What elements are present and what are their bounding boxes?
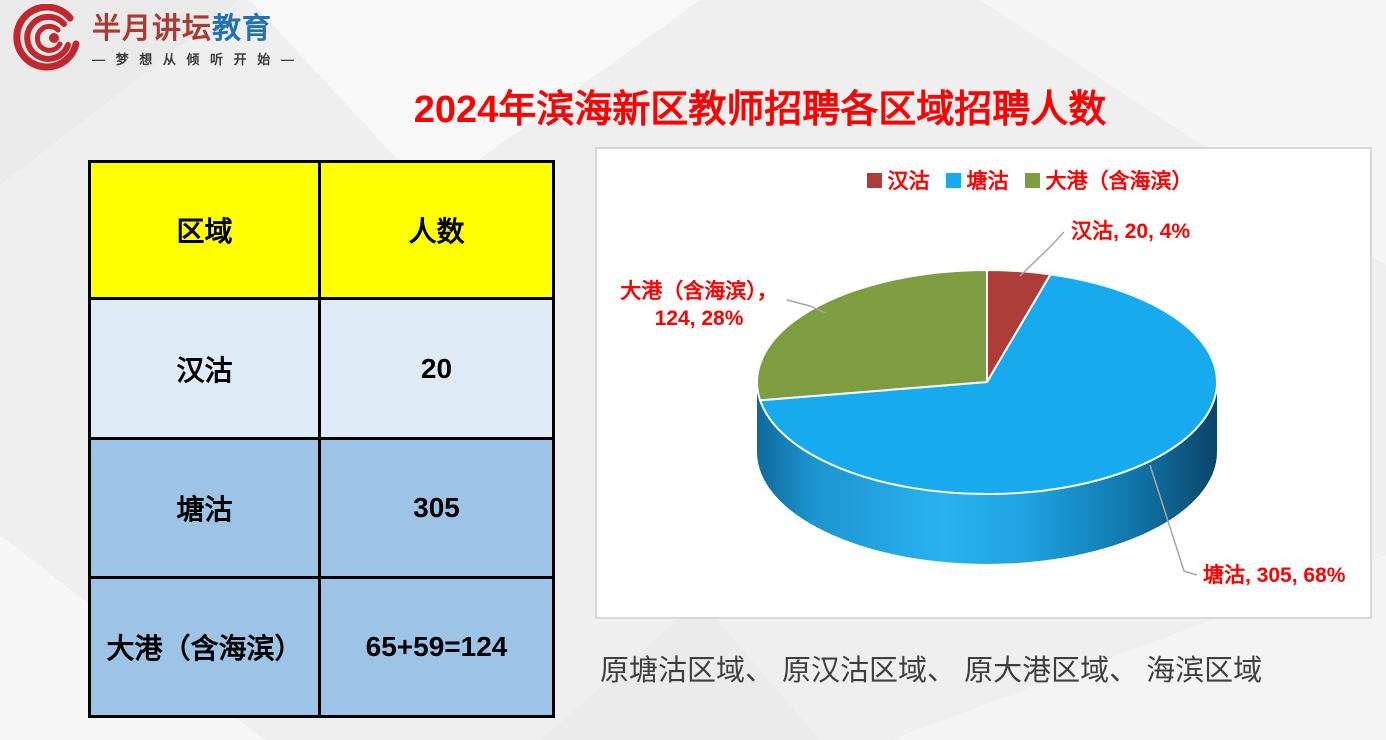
brand-name: 半月讲坛教育 <box>92 12 297 46</box>
leader-line-hangu <box>1019 231 1065 277</box>
cell-region-hangu: 汉沽 <box>88 297 321 440</box>
legend-label-hangu: 汉沽 <box>887 170 930 193</box>
slice-label-dagang: 大港（含海滨）， 124, 28% <box>607 278 791 332</box>
logo-text: 半月讲坛教育 — 梦 想 从 倾 听 开 始 — <box>92 12 297 68</box>
slice-label-dagang-line1: 大港（含海滨）， <box>620 280 778 303</box>
region-table: 区域 人数 汉沽 20 塘沽 305 大港（含海滨） 65+59=124 <box>88 160 555 718</box>
legend-item-dagang: 大港（含海滨） <box>1024 165 1193 195</box>
slice-label-dagang-line2: 124, 28% <box>654 307 744 330</box>
legend-label-tanggu: 塘沽 <box>966 170 1009 193</box>
cell-count-dagang: 65+59=124 <box>318 576 555 718</box>
cell-region-tanggu: 塘沽 <box>88 437 321 579</box>
table-row: 塘沽 305 <box>88 437 555 579</box>
leader-line-dagang <box>786 299 827 314</box>
slice-label-tanggu: 塘沽, 305, 68% <box>1203 564 1346 587</box>
slice-label-hangu: 汉沽, 20, 4% <box>1071 220 1191 243</box>
table-header-row: 区域 人数 <box>88 160 555 300</box>
cell-count-tanggu: 305 <box>318 437 555 579</box>
logo-swirl-icon <box>13 4 80 71</box>
chart-caption: 原塘沽区域、 原汉沽区域、 原大港区域、 海滨区域 <box>600 655 1263 687</box>
pie-slice-大港（含海滨） <box>756 269 988 402</box>
leader-line-tanggu <box>1149 464 1198 576</box>
brand-name-blue: 教育 <box>212 13 273 45</box>
page-title: 2024年滨海新区教师招聘各区域招聘人数 <box>413 89 1107 131</box>
pie-chart-panel: 汉沽 塘沽 大港（含海滨） <box>595 147 1372 619</box>
legend-label-dagang: 大港（含海滨） <box>1045 170 1193 193</box>
cell-region-dagang: 大港（含海滨） <box>88 576 321 718</box>
pie-slice-塘沽 <box>759 273 1218 496</box>
pie-side-rim <box>757 382 1217 564</box>
table-row: 大港（含海滨） 65+59=124 <box>88 576 555 718</box>
legend-item-hangu: 汉沽 <box>866 165 930 195</box>
leader-lines <box>786 231 1198 576</box>
table-row: 汉沽 20 <box>88 297 555 440</box>
legend-item-tanggu: 塘沽 <box>945 165 1009 195</box>
brand-name-red: 半月讲坛 <box>92 13 213 45</box>
logo: 半月讲坛教育 — 梦 想 从 倾 听 开 始 — <box>12 4 297 76</box>
header-cell-count: 人数 <box>318 160 555 300</box>
brand-tagline: — 梦 想 从 倾 听 开 始 — <box>92 52 298 67</box>
pie-slices <box>756 269 1218 496</box>
legend-swatch-tanggu <box>945 172 961 188</box>
legend-swatch-hangu <box>866 172 882 188</box>
legend-swatch-dagang <box>1024 172 1040 188</box>
chart-legend: 汉沽 塘沽 大港（含海滨） <box>597 165 1370 195</box>
pie-chart <box>756 231 1218 576</box>
cell-count-hangu: 20 <box>318 297 555 440</box>
header-cell-region: 区域 <box>88 160 321 300</box>
